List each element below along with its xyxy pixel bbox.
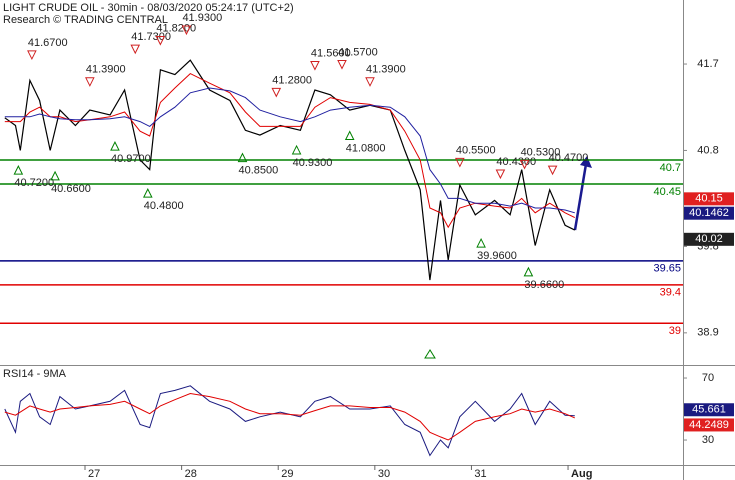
pivot-marker <box>495 169 506 180</box>
low-marker <box>424 349 436 359</box>
pivot-marker <box>519 159 530 170</box>
pivot-marker <box>310 60 320 71</box>
pivot-marker <box>237 152 248 163</box>
y-tick-label: 41.7 <box>697 58 718 70</box>
credit: Research © TRADING CENTRAL <box>3 14 168 26</box>
series-line <box>4 385 575 457</box>
x-tick-label: 30 <box>378 468 390 480</box>
pivot-marker <box>476 237 486 248</box>
pivot-label: 41.5600 <box>311 47 351 59</box>
pivot-marker <box>50 170 60 181</box>
x-tick-label: Aug <box>571 468 592 480</box>
series-line <box>4 87 575 214</box>
level-label: 39.65 <box>653 263 681 275</box>
pivot-marker <box>13 164 24 175</box>
pivot-label: 40.8500 <box>238 165 278 177</box>
pivot-label: 40.5500 <box>456 144 496 156</box>
pivot-label: 40.4800 <box>144 200 184 212</box>
price-tag-label: 40.02 <box>695 233 723 245</box>
pivot-label: 40.4700 <box>549 152 589 164</box>
pivot-marker <box>155 36 166 46</box>
price-tag-label: 45.661 <box>692 404 726 416</box>
level-label: 39.4 <box>660 287 681 299</box>
price-tag <box>684 418 734 432</box>
series-line <box>4 392 575 441</box>
pivot-marker <box>337 60 347 70</box>
level-label: 40.45 <box>653 186 681 198</box>
y-tick-label: 70 <box>702 372 714 384</box>
pivot-label: 41.7300 <box>131 31 171 43</box>
pivot-label: 41.2800 <box>272 74 312 86</box>
pivot-marker <box>181 25 192 36</box>
x-tick-label: 31 <box>474 468 486 480</box>
y-tick-label: 40.8 <box>697 144 718 156</box>
pivot-label: 41.3900 <box>366 64 406 76</box>
pivot-marker <box>547 165 558 176</box>
pivot-label: 41.3900 <box>86 64 126 76</box>
price-tag <box>684 232 734 246</box>
price-tag <box>684 206 734 220</box>
x-tick-label: 28 <box>185 468 197 480</box>
pivot-marker <box>85 77 95 87</box>
price-tag <box>684 192 734 206</box>
pivot-label: 40.6600 <box>51 183 91 195</box>
pivot-label: 39.9600 <box>477 250 517 262</box>
x-tick-label: 29 <box>281 468 293 480</box>
y-tick-label: 30 <box>702 434 714 446</box>
price-tag-label: 40.1462 <box>689 207 729 219</box>
pivot-label: 41.0800 <box>346 142 386 154</box>
panel-title: RSI14 - 9MA <box>3 368 67 380</box>
projection-arrow <box>573 163 588 231</box>
pivot-marker <box>291 144 302 155</box>
pivot-marker <box>365 77 375 87</box>
pivot-label: 40.7200 <box>14 177 54 189</box>
chart-title: LIGHT CRUDE OIL - 30min - 08/03/2020 05:… <box>3 2 294 14</box>
pivot-marker <box>142 188 153 198</box>
level-label: 39 <box>669 325 681 337</box>
price-tag-label: 44.2489 <box>689 419 729 431</box>
pivot-label: 41.6700 <box>28 37 68 49</box>
pivot-label: 41.5700 <box>338 46 378 58</box>
price-tag-label: 40.15 <box>695 193 723 205</box>
pivot-marker <box>27 50 37 61</box>
x-tick-label: 27 <box>88 468 100 480</box>
pivot-marker <box>271 87 282 98</box>
price-tag <box>684 403 734 417</box>
pivot-marker <box>455 157 465 168</box>
pivot-marker <box>130 44 141 55</box>
arrow-head <box>580 156 592 168</box>
pivot-marker <box>344 130 355 141</box>
pivot-label: 41.9300 <box>182 12 222 24</box>
y-tick-label: 38.9 <box>697 327 718 339</box>
pivot-marker <box>523 266 534 277</box>
level-label: 40.7 <box>660 162 681 174</box>
pivot-label: 39.6600 <box>524 279 564 291</box>
pivot-label: 40.9300 <box>293 157 333 169</box>
pivot-label: 40.9700 <box>111 153 151 165</box>
pivot-marker <box>110 140 120 151</box>
pivot-label: 41.8200 <box>156 22 196 34</box>
series-line <box>4 72 576 229</box>
pivot-label: 40.5300 <box>521 146 561 158</box>
